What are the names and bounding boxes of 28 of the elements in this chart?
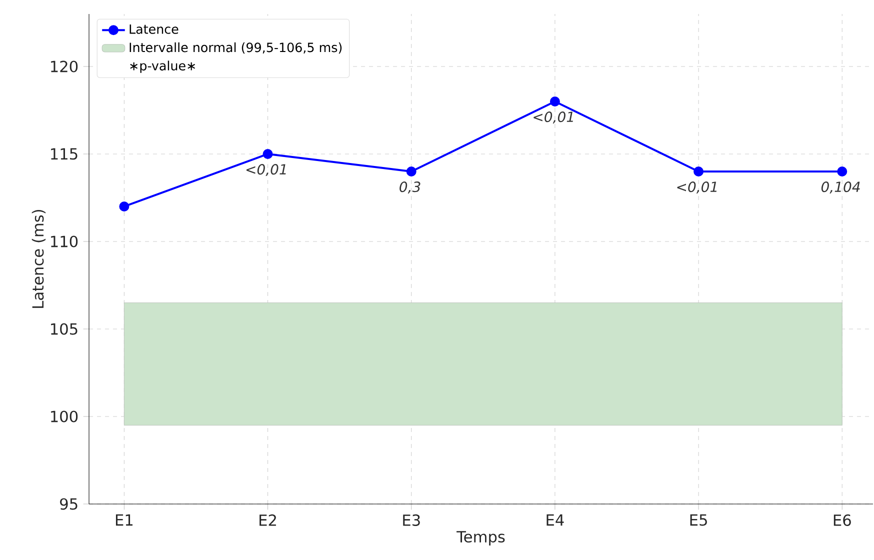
y-tick-label: 95 — [60, 498, 78, 510]
point — [119, 201, 130, 212]
point — [406, 166, 416, 176]
legend-label: Intervalle normal (99,5-106,5 ms) — [130, 42, 342, 54]
y-tick-label: 100 — [51, 410, 78, 422]
y-tick-label: 105 — [51, 323, 78, 335]
legend-label: Latence — [130, 24, 178, 34]
x-tick-label: E6 — [834, 514, 851, 526]
y-tick-label: 115 — [51, 148, 78, 160]
x-tick-label: E5 — [690, 514, 707, 526]
x-tick-label: E1 — [116, 514, 132, 526]
point — [694, 166, 704, 176]
x-tick-label: E3 — [403, 514, 420, 526]
y-axis-title: Latence (ms) — [32, 210, 46, 308]
y-tick-label: 120 — [51, 60, 78, 72]
x-axis-title: Temps — [456, 531, 505, 546]
annotation: 0,3 — [400, 182, 420, 194]
annotation: ∗p-value∗ — [130, 60, 196, 73]
point — [837, 166, 848, 176]
point — [262, 148, 273, 159]
y-tick-label: 110 — [51, 236, 78, 248]
point — [550, 96, 560, 106]
annotation: 0,104 — [821, 182, 860, 194]
annotation: <0,01 — [677, 182, 717, 194]
x-tick-label: E2 — [260, 514, 276, 526]
annotation: <0,01 — [246, 164, 286, 176]
annotation: <0,01 — [534, 112, 573, 124]
x-tick-label: E4 — [546, 514, 564, 526]
